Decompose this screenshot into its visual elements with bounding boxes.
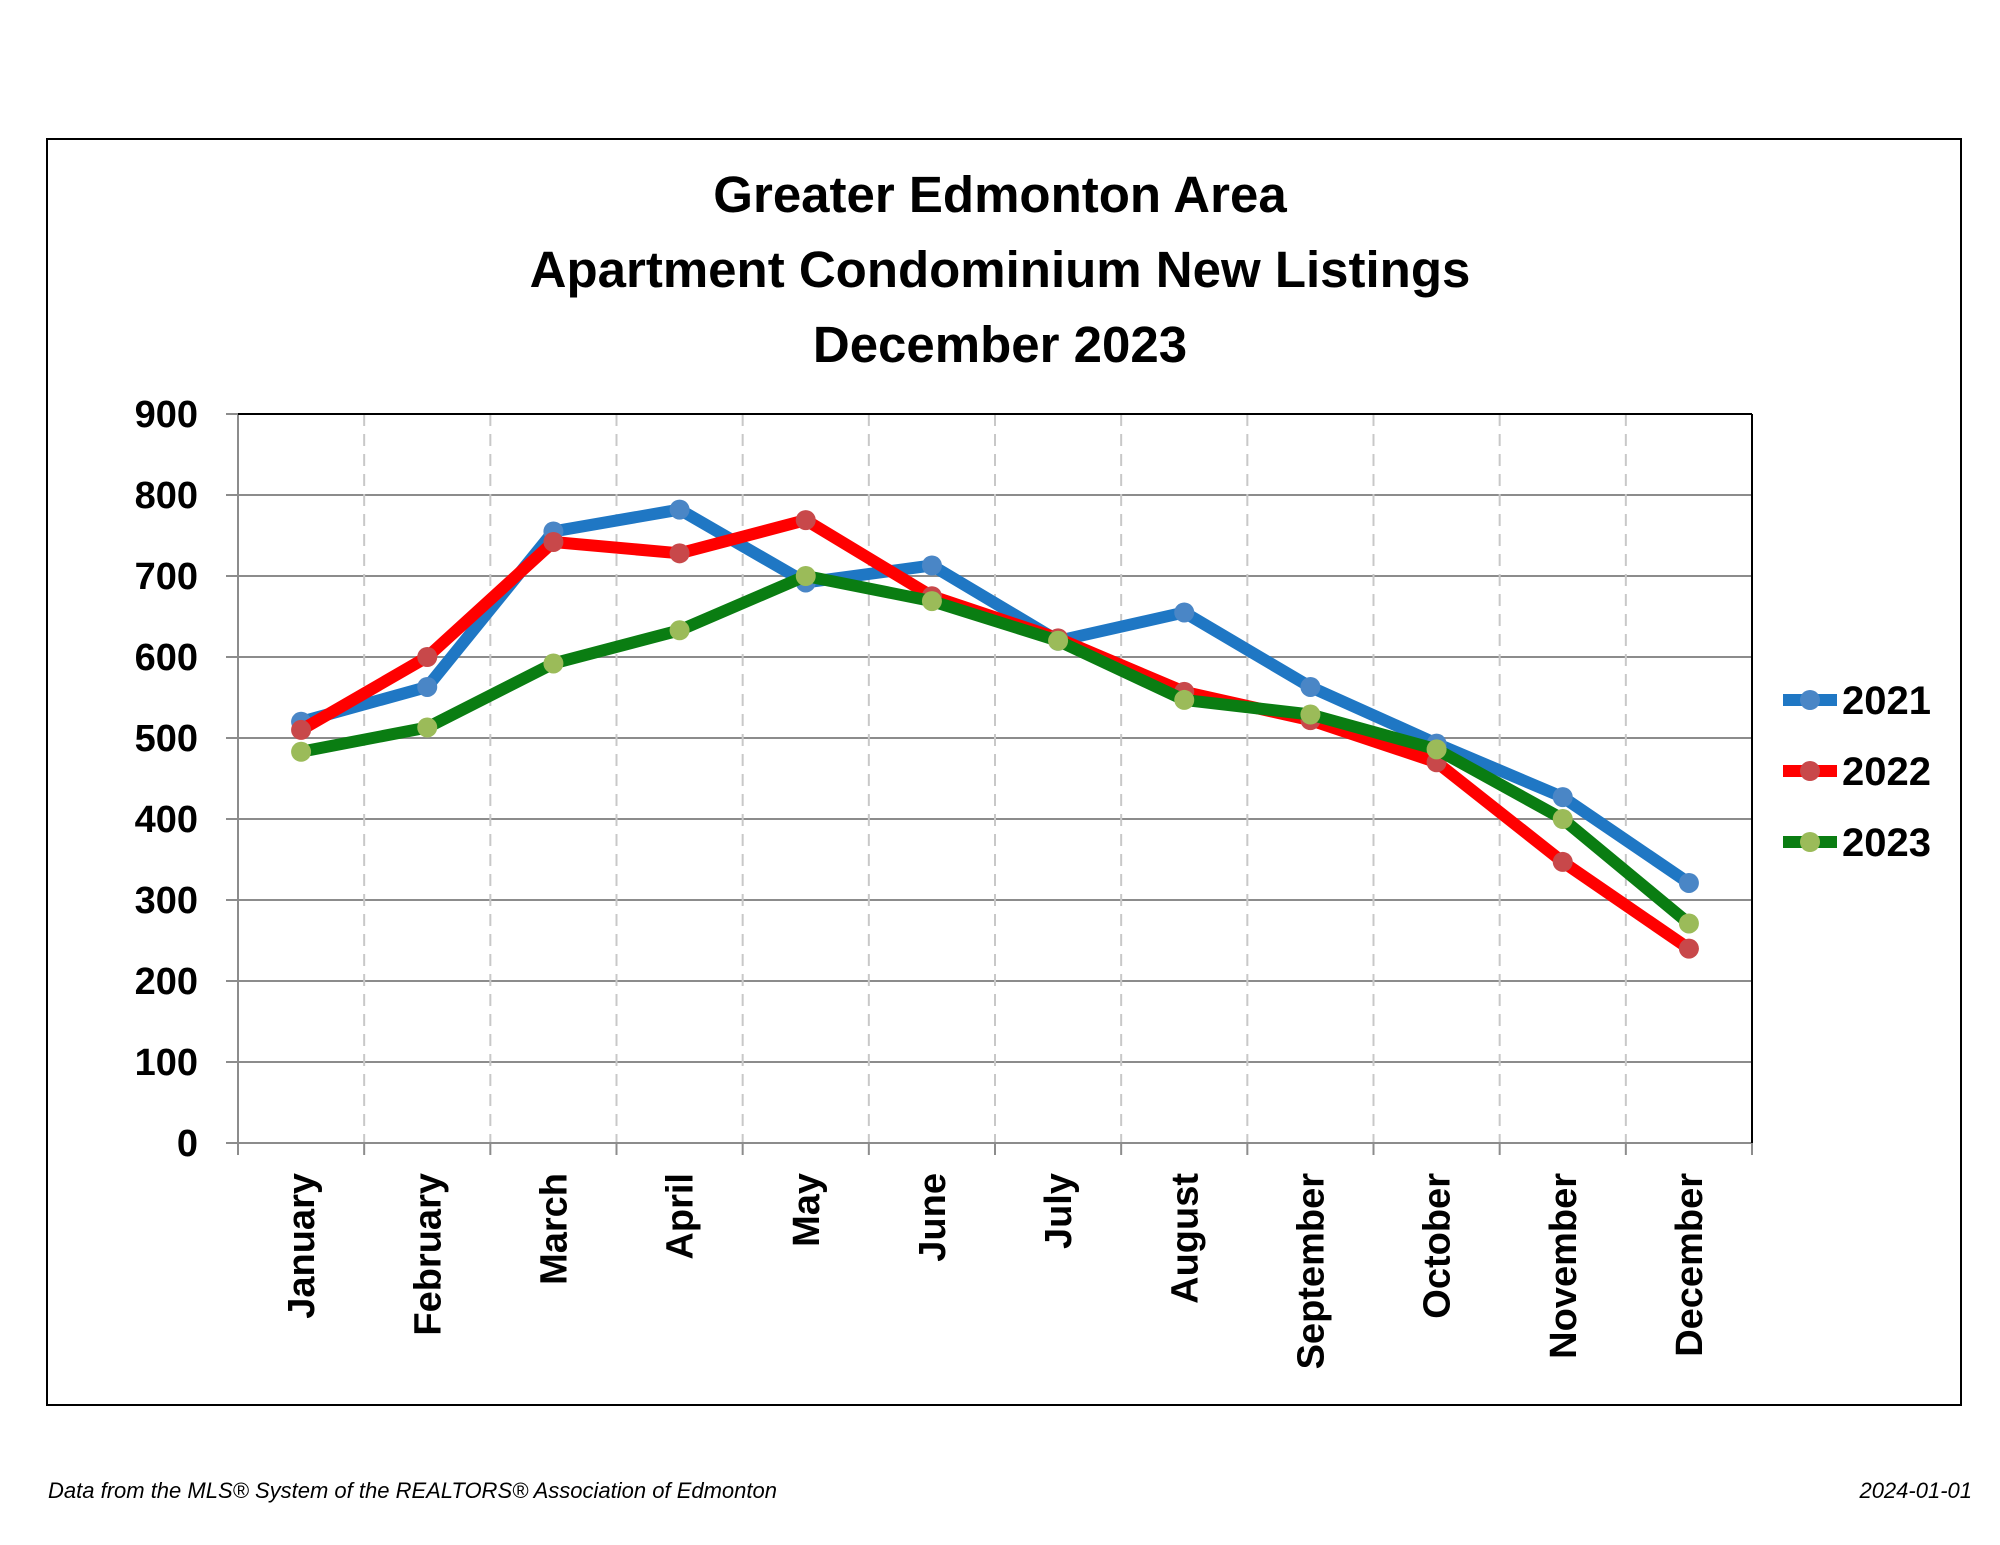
point-2023-june [921,591,942,612]
legend-item-2023: 2023 [1783,821,1931,865]
point-2021-november [1552,787,1573,808]
point-2023-december [1678,913,1699,934]
point-2023-march [543,653,564,674]
x-tick-label-april: April [660,1173,702,1260]
y-tick-label-1: 100 [135,1042,198,1084]
x-tick-label-august: August [1164,1173,1206,1304]
y-axis-tick-labels: 0 100 200 300 400 500 600 700 800 900 [135,394,198,1165]
point-2022-march [543,531,564,552]
y-tick-label-4: 400 [135,799,198,841]
point-2023-september [1300,704,1321,725]
point-2022-may [795,510,816,531]
point-2022-april [669,543,690,564]
legend-swatch-marker-2022 [1800,761,1820,781]
point-2023-july [1048,630,1069,651]
report-date: 2024-01-01 [1859,1478,1972,1503]
x-tick-label-march: March [533,1173,575,1285]
chart-title-line-3: December 2023 [813,316,1187,373]
point-2022-january [291,719,312,740]
point-2023-may [795,566,816,586]
series-2023 [291,566,1699,934]
y-tick-label-8: 800 [135,475,198,517]
x-tick-label-october: October [1417,1173,1459,1319]
point-2023-august [1174,689,1195,710]
point-2022-november [1552,851,1573,872]
x-tick-label-december: December [1669,1173,1711,1357]
x-tick-label-january: January [281,1173,323,1319]
point-2021-june [921,555,942,576]
y-tick-label-7: 700 [135,556,198,598]
x-tick-label-november: November [1543,1173,1585,1359]
y-tick-label-3: 300 [135,880,198,922]
point-2022-december [1678,938,1699,959]
legend-item-2021: 2021 [1783,679,1931,723]
y-tick-label-2: 200 [135,961,198,1003]
x-axis-tick-labels: January February March April May June July Augu… [281,1173,1711,1370]
point-2021-april [669,499,690,520]
chart-title: Greater Edmonton Area Apartment Condomin… [530,166,1471,373]
x-tick-label-june: June [912,1173,954,1262]
y-tick-label-9: 900 [135,394,198,436]
chart-title-line-2: Apartment Condominium New Listings [530,241,1471,298]
point-2023-january [291,741,312,762]
legend-label-2023: 2023 [1842,821,1931,865]
legend: 2021 2022 2023 [1783,679,1931,865]
x-tick-label-february: February [407,1173,449,1336]
y-tick-label-5: 500 [135,718,198,760]
point-2023-november [1552,809,1573,829]
y-tick-label-0: 0 [177,1123,198,1165]
legend-label-2021: 2021 [1842,679,1931,723]
legend-swatch-marker-2023 [1800,832,1820,852]
data-source-note: Data from the MLS® System of the REALTOR… [48,1478,777,1503]
point-2021-august [1174,602,1195,623]
x-tick-label-september: September [1290,1173,1332,1370]
chart-title-line-1: Greater Edmonton Area [713,166,1287,223]
legend-item-2022: 2022 [1783,750,1931,794]
point-2021-february [417,676,438,697]
y-tick-label-6: 600 [135,637,198,679]
legend-label-2022: 2022 [1842,750,1931,794]
point-2023-october [1426,739,1447,760]
point-2021-december [1678,872,1699,893]
axes [226,413,1753,1155]
point-2021-september [1300,676,1321,697]
point-2022-february [417,647,438,667]
series-line-2023 [295,570,1695,930]
point-2023-april [669,620,690,641]
x-tick-label-may: May [786,1173,828,1247]
chart-frame [46,138,1962,1406]
point-2023-february [417,717,438,738]
x-tick-label-july: July [1038,1173,1080,1249]
legend-swatch-marker-2021 [1800,690,1820,710]
data-series [291,499,1699,959]
